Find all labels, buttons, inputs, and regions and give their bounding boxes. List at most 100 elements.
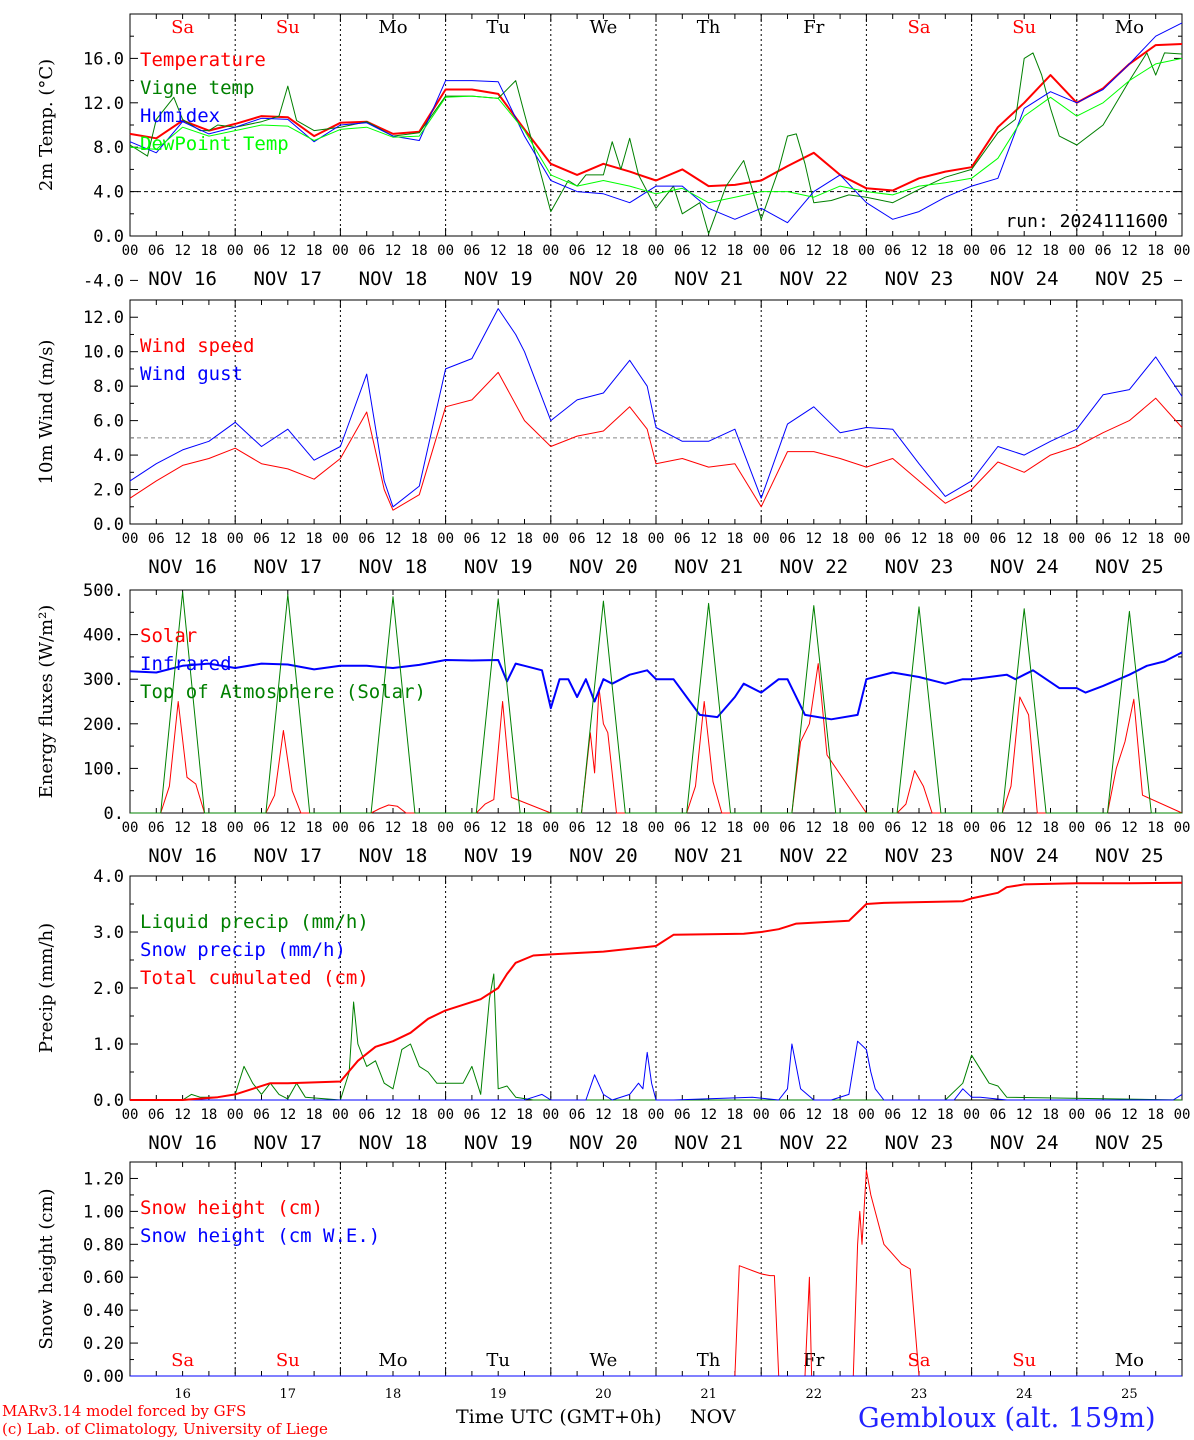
x-hour-label: 12 <box>1016 531 1033 547</box>
x-hour-label: 06 <box>884 243 901 259</box>
y-axis-label: Energy fluxes (W/m²) <box>36 605 57 799</box>
x-date-label: NOV 18 <box>359 268 428 290</box>
x-hour-label: 00 <box>332 243 349 259</box>
x-date-label: NOV 21 <box>674 1132 743 1154</box>
x-hour-label: 06 <box>463 531 480 547</box>
x-day-number: 23 <box>911 1387 928 1402</box>
x-hour-label: 06 <box>569 820 586 836</box>
x-hour-label: 18 <box>516 243 533 259</box>
x-hour-label: 06 <box>1095 531 1112 547</box>
legend-entry: Wind speed <box>140 335 254 357</box>
y-tick-label: 16.0 <box>83 49 124 69</box>
x-hour-label: 12 <box>805 1107 822 1123</box>
legend-entry: Liquid precip (mm/h) <box>140 911 369 933</box>
x-hour-label: 00 <box>227 243 244 259</box>
x-hour-label: 12 <box>1016 820 1033 836</box>
day-name-label: Su <box>1012 17 1036 38</box>
x-day-number: 19 <box>490 1387 507 1402</box>
x-hour-label: 12 <box>385 243 402 259</box>
x-hour-label: 06 <box>148 243 165 259</box>
x-hour-label: 12 <box>174 531 191 547</box>
x-hour-label: 12 <box>385 1107 402 1123</box>
day-name-label: Su <box>276 1350 300 1371</box>
x-day-number: 25 <box>1121 1387 1138 1402</box>
series-line-3 <box>130 591 1182 814</box>
x-date-label: NOV 22 <box>779 556 848 578</box>
x-hour-label: 00 <box>332 1107 349 1123</box>
x-hour-label: 18 <box>832 243 849 259</box>
x-hour-label: 18 <box>516 1107 533 1123</box>
x-hour-label: 12 <box>911 820 928 836</box>
x-hour-label: 00 <box>1174 1107 1191 1123</box>
x-hour-label: 18 <box>621 820 638 836</box>
x-hour-label: 00 <box>648 531 665 547</box>
x-date-label: NOV 19 <box>464 556 533 578</box>
x-hour-label: 18 <box>1042 1107 1059 1123</box>
x-hour-label: 00 <box>332 531 349 547</box>
station-name: Gembloux (alt. 159m) <box>858 1403 1156 1434</box>
y-tick-label: 100. <box>83 759 124 779</box>
y-tick-label: 400. <box>83 626 124 646</box>
x-hour-label: 00 <box>227 531 244 547</box>
x-hour-label: 06 <box>253 531 270 547</box>
x-hour-label: 12 <box>1016 1107 1033 1123</box>
x-hour-label: 06 <box>884 820 901 836</box>
x-hour-label: 12 <box>1121 820 1138 836</box>
legend-entry: Snow height (cm W.E.) <box>140 1225 380 1247</box>
x-date-label: NOV 23 <box>885 556 954 578</box>
x-date-label: NOV 17 <box>253 1132 322 1154</box>
x-day-number: 22 <box>806 1387 823 1402</box>
legend-entry: Temperature <box>140 49 266 71</box>
x-hour-label: 18 <box>726 1107 743 1123</box>
day-name-label: Fr <box>803 17 824 38</box>
x-hour-label: 18 <box>937 243 954 259</box>
x-day-number: 21 <box>700 1387 717 1402</box>
chart-panel-2: 0.0 2.0 4.0 6.0 8.0 10.0 12.0 10m Wind (m/s) 00 0… <box>36 299 1190 578</box>
x-hour-label: 18 <box>1147 1107 1164 1123</box>
x-hour-label: 00 <box>858 531 875 547</box>
x-hour-label: 00 <box>122 1107 139 1123</box>
legend-entry: Snow height (cm) <box>140 1197 323 1219</box>
x-hour-label: 00 <box>122 820 139 836</box>
x-hour-label: 00 <box>1068 1107 1085 1123</box>
x-date-label: NOV 20 <box>569 845 638 867</box>
day-name-label: Mo <box>378 17 407 38</box>
y-tick-label: 0.60 <box>83 1268 124 1288</box>
chart-panel-5: 0.00 0.20 0.40 0.60 0.80 1.00 1.20 Snow height … <box>36 1161 1183 1402</box>
x-day-number: 24 <box>1016 1387 1033 1402</box>
x-hour-label: 18 <box>200 1107 217 1123</box>
x-hour-label: 06 <box>989 243 1006 259</box>
x-hour-label: 06 <box>569 243 586 259</box>
y-tick-label: 8.0 <box>93 377 124 397</box>
x-hour-label: 12 <box>385 820 402 836</box>
x-date-label: NOV 17 <box>253 556 322 578</box>
x-hour-label: 06 <box>569 531 586 547</box>
x-date-label: NOV 18 <box>359 845 428 867</box>
x-hour-label: 00 <box>542 531 559 547</box>
y-tick-label: 0.40 <box>83 1301 124 1321</box>
x-hour-label: 12 <box>279 531 296 547</box>
x-hour-label: 00 <box>437 243 454 259</box>
chart-panel-4: 0.0 1.0 2.0 3.0 4.0 Precip (mm/h) 00 06 12 18 00 06… <box>36 867 1190 1154</box>
x-hour-label: 06 <box>1095 820 1112 836</box>
x-hour-label: 12 <box>911 243 928 259</box>
x-hour-label: 06 <box>253 820 270 836</box>
x-date-label: NOV 21 <box>674 268 743 290</box>
x-hour-label: 06 <box>989 1107 1006 1123</box>
y-tick-label: 2.0 <box>93 481 124 501</box>
x-date-label: NOV 23 <box>885 268 954 290</box>
x-hour-label: 06 <box>358 243 375 259</box>
x-hour-label: 12 <box>595 243 612 259</box>
x-hour-label: 18 <box>516 531 533 547</box>
x-day-number: 18 <box>385 1387 402 1402</box>
x-hour-label: 18 <box>726 531 743 547</box>
series-line-2 <box>130 1040 1183 1101</box>
x-hour-label: 12 <box>385 531 402 547</box>
day-name-label: Mo <box>1115 1350 1144 1371</box>
x-hour-label: 00 <box>122 243 139 259</box>
x-day-number: 16 <box>174 1387 191 1402</box>
y-tick-label: 2.0 <box>93 979 124 999</box>
x-hour-label: 12 <box>1121 243 1138 259</box>
x-hour-label: 00 <box>753 531 770 547</box>
